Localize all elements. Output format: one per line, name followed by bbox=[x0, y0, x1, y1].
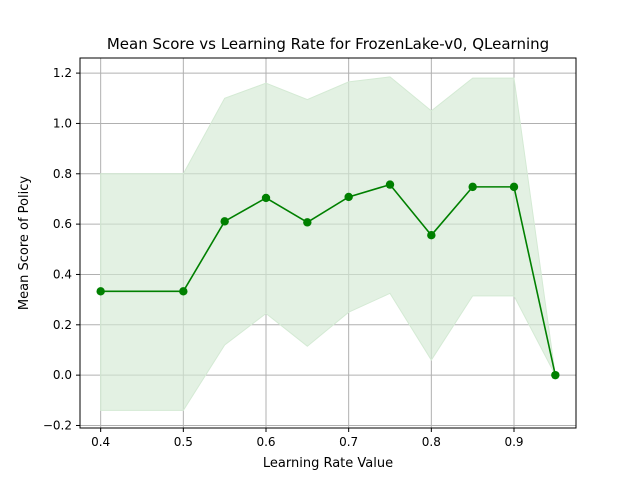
tick-layer: 0.4 0.5 0.6 0.7 0.8 0.9 −0.2 0.0 0.2 0.4 0.6 0.8 1.0… bbox=[43, 66, 524, 449]
y-axis-label: Mean Score of Policy bbox=[17, 176, 32, 310]
data-point bbox=[344, 192, 353, 202]
y-tick-label: 0.0 bbox=[53, 368, 72, 382]
x-tick-label: 0.8 bbox=[422, 435, 441, 449]
data-point bbox=[509, 182, 519, 192]
data-point bbox=[551, 370, 560, 380]
plot-frame bbox=[79, 57, 577, 429]
y-tick-label: −0.2 bbox=[43, 418, 72, 432]
point-layer bbox=[96, 180, 560, 380]
band-layer bbox=[100, 76, 556, 411]
y-tick-label: 0.4 bbox=[53, 267, 72, 281]
data-point bbox=[303, 218, 312, 227]
data-point bbox=[179, 287, 188, 296]
chart-title: Mean Score vs Learning Rate for FrozenLa… bbox=[107, 35, 549, 53]
x-tick-label: 0.5 bbox=[174, 435, 193, 449]
y-tick-label: 1.2 bbox=[53, 66, 72, 80]
y-tick-label: 0.2 bbox=[53, 318, 72, 332]
data-point bbox=[427, 230, 436, 240]
data-point bbox=[220, 217, 229, 226]
y-tick-label: 1.0 bbox=[53, 116, 72, 130]
y-tick-label: 0.8 bbox=[53, 167, 72, 181]
data-point bbox=[468, 182, 477, 192]
x-tick-label: 0.4 bbox=[91, 435, 110, 449]
data-point bbox=[96, 287, 105, 296]
std-band bbox=[100, 76, 556, 411]
data-point bbox=[261, 193, 271, 203]
x-tick-label: 0.6 bbox=[256, 435, 275, 449]
x-tick-label: 0.9 bbox=[504, 435, 523, 449]
x-tick-label: 0.7 bbox=[339, 435, 358, 449]
x-axis-label: Learning Rate Value bbox=[263, 456, 393, 471]
y-tick-label: 0.6 bbox=[53, 217, 72, 231]
data-point bbox=[385, 180, 395, 189]
